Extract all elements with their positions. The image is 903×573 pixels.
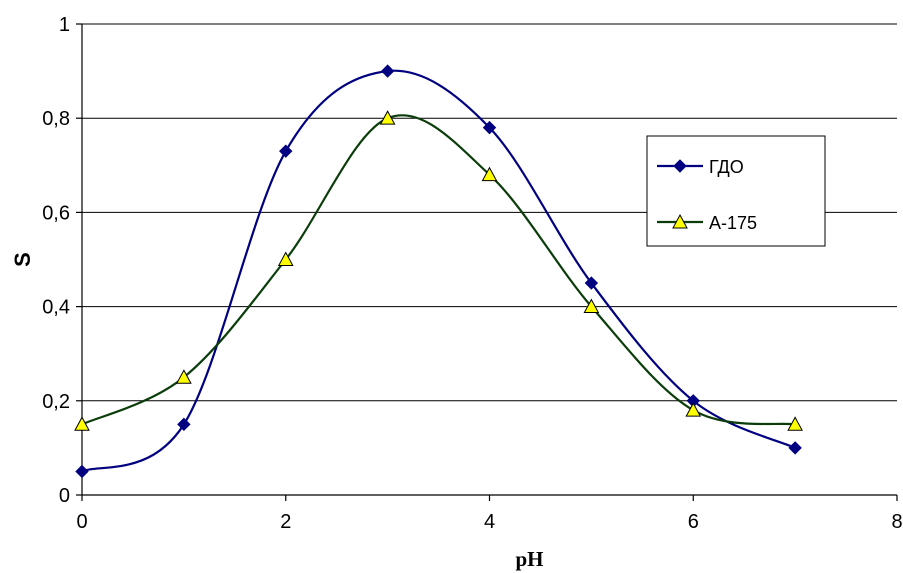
x-axis-title: pH [515, 547, 543, 571]
x-tick-label: 6 [688, 511, 699, 533]
data-point [379, 110, 396, 125]
legend-label: ГДО [709, 157, 744, 177]
data-point [279, 144, 293, 158]
y-tick-label: 0 [59, 485, 70, 507]
x-axis-ticks: 0 2 4 6 8 [76, 495, 903, 533]
legend: ГДО А-175 [646, 135, 826, 247]
data-point [787, 416, 803, 431]
y-axis-title: S [10, 252, 35, 267]
series-line [81, 69, 796, 473]
data-point [75, 464, 89, 479]
y-tick-label: 0,2 [42, 391, 70, 413]
data-point [277, 251, 294, 266]
gridlines [82, 23, 897, 402]
y-tick-label: 0,6 [42, 202, 70, 224]
series-line [81, 114, 796, 426]
data-point [685, 402, 702, 417]
data-point [788, 441, 802, 455]
data-point [481, 166, 498, 182]
y-tick-label: 0,4 [42, 297, 70, 319]
x-tick-label: 0 [76, 511, 87, 533]
data-point [583, 298, 600, 314]
legend-label: А-175 [709, 213, 757, 233]
series-1 [74, 110, 803, 431]
data-point [177, 417, 191, 432]
data-point [584, 276, 599, 290]
series-0 [75, 64, 802, 479]
series-layer [74, 64, 803, 479]
data-point [482, 120, 497, 135]
legend-item: ГДО [657, 157, 744, 177]
data-point [380, 64, 395, 78]
legend-swatch-marker [672, 213, 688, 229]
data-point [176, 369, 192, 384]
y-tick-label: 0,8 [42, 108, 70, 130]
y-axis-ticks: 0 0,2 0,4 0,6 0,8 1 [42, 14, 82, 507]
data-point [74, 416, 90, 431]
legend-swatch-marker [673, 159, 687, 173]
legend-item: А-175 [657, 213, 757, 233]
x-tick-label: 2 [280, 511, 291, 533]
x-tick-label: 4 [484, 511, 495, 533]
x-tick-label: 8 [891, 511, 902, 533]
y-tick-label: 1 [59, 14, 70, 36]
